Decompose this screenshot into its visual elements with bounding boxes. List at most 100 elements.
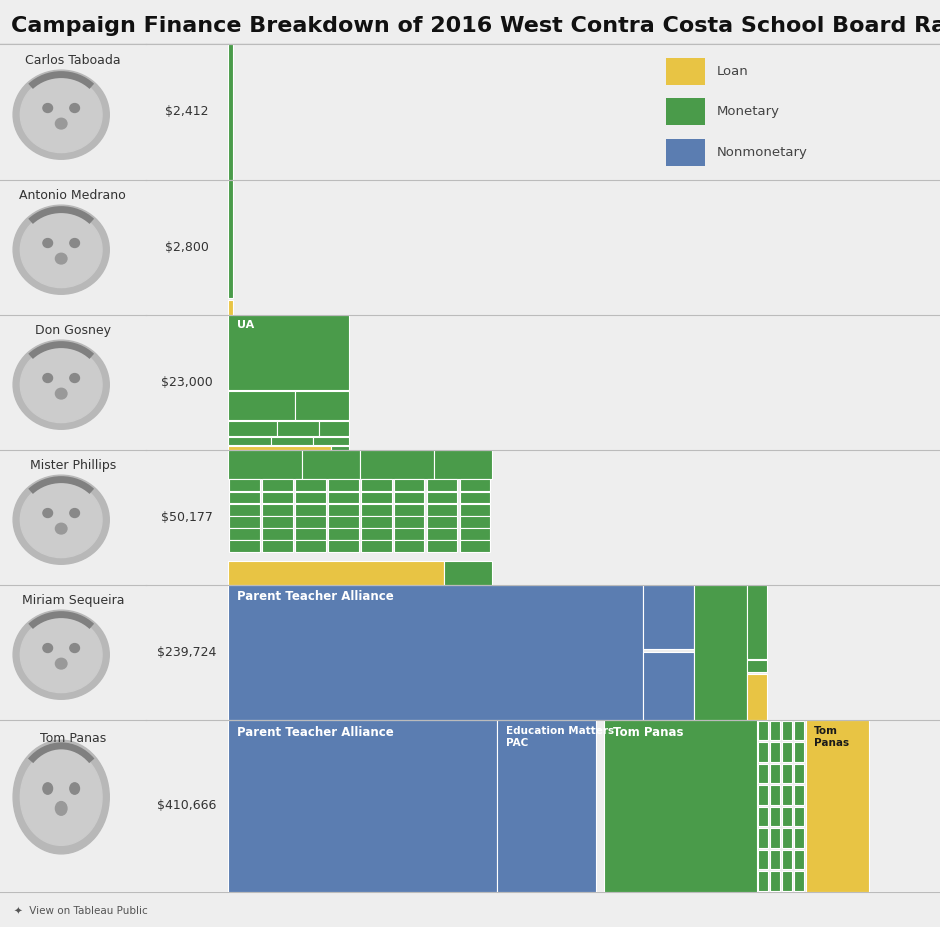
Circle shape xyxy=(21,749,102,845)
Bar xyxy=(229,528,259,540)
Bar xyxy=(328,491,359,503)
Text: Tom
Panas: Tom Panas xyxy=(814,727,849,748)
Bar xyxy=(361,503,392,515)
Bar xyxy=(433,450,492,479)
Bar xyxy=(228,561,445,585)
Bar xyxy=(643,585,694,649)
Bar xyxy=(782,806,792,826)
Bar xyxy=(361,540,392,552)
Bar xyxy=(794,785,804,805)
Bar xyxy=(328,528,359,540)
Bar xyxy=(758,720,768,740)
Bar xyxy=(262,540,293,552)
Text: Education Matters
PAC: Education Matters PAC xyxy=(506,727,614,748)
Bar xyxy=(394,491,425,503)
Bar xyxy=(604,719,757,892)
Bar xyxy=(361,479,392,491)
Bar xyxy=(460,491,491,503)
Bar xyxy=(262,528,293,540)
Bar xyxy=(747,674,767,719)
Bar xyxy=(276,421,320,436)
Bar xyxy=(361,516,392,527)
Text: $2,412: $2,412 xyxy=(165,106,209,119)
Bar xyxy=(758,743,768,762)
Bar xyxy=(320,421,350,436)
Bar xyxy=(295,528,326,540)
Text: $410,666: $410,666 xyxy=(157,799,217,812)
Bar xyxy=(427,540,458,552)
Bar xyxy=(295,540,326,552)
Text: Loan: Loan xyxy=(717,65,749,78)
Bar xyxy=(806,719,869,892)
Bar xyxy=(328,516,359,527)
Circle shape xyxy=(55,802,67,815)
Bar xyxy=(460,479,491,491)
Circle shape xyxy=(70,238,80,248)
Bar xyxy=(445,561,492,585)
Bar xyxy=(427,516,458,527)
Bar xyxy=(228,585,643,719)
Circle shape xyxy=(21,77,102,153)
Circle shape xyxy=(21,482,102,557)
Bar xyxy=(394,503,425,515)
Bar xyxy=(770,743,780,762)
Bar xyxy=(643,652,694,719)
Circle shape xyxy=(55,388,67,399)
Circle shape xyxy=(43,782,53,794)
Bar xyxy=(782,743,792,762)
Bar xyxy=(770,850,780,870)
Circle shape xyxy=(21,212,102,287)
Bar xyxy=(295,391,350,420)
Circle shape xyxy=(70,374,80,383)
Text: Miriam Sequeira: Miriam Sequeira xyxy=(22,594,124,607)
Bar xyxy=(228,314,350,390)
Bar xyxy=(271,438,313,446)
Text: UA: UA xyxy=(237,320,254,330)
Bar xyxy=(361,491,392,503)
Circle shape xyxy=(13,205,109,294)
Text: Don Gosney: Don Gosney xyxy=(35,324,111,337)
Text: $50,177: $50,177 xyxy=(161,511,213,524)
Bar xyxy=(694,585,747,719)
Bar xyxy=(229,503,259,515)
Circle shape xyxy=(43,643,53,653)
Text: Parent Teacher Alliance: Parent Teacher Alliance xyxy=(237,590,394,603)
Bar xyxy=(460,516,491,527)
Bar xyxy=(295,516,326,527)
Text: Monetary: Monetary xyxy=(717,106,780,119)
Circle shape xyxy=(43,238,53,248)
Bar xyxy=(228,44,233,180)
Circle shape xyxy=(55,119,67,129)
Bar xyxy=(328,503,359,515)
Bar xyxy=(228,719,497,892)
Bar xyxy=(770,720,780,740)
Bar xyxy=(794,806,804,826)
Bar xyxy=(394,479,425,491)
Circle shape xyxy=(70,643,80,653)
Text: Tom Panas: Tom Panas xyxy=(613,727,683,740)
Circle shape xyxy=(13,340,109,429)
Bar xyxy=(758,829,768,848)
Circle shape xyxy=(21,347,102,423)
Bar xyxy=(794,720,804,740)
Circle shape xyxy=(13,740,109,854)
Bar xyxy=(394,540,425,552)
Bar xyxy=(229,491,259,503)
Bar xyxy=(229,479,259,491)
Text: Campaign Finance Breakdown of 2016 West Contra Costa School Board Race: Campaign Finance Breakdown of 2016 West … xyxy=(11,16,940,36)
Bar xyxy=(295,491,326,503)
Bar xyxy=(262,479,293,491)
Text: $23,000: $23,000 xyxy=(161,375,213,388)
Bar xyxy=(228,299,233,314)
Circle shape xyxy=(21,616,102,692)
Text: $239,724: $239,724 xyxy=(157,645,217,658)
Bar xyxy=(794,850,804,870)
Text: Nonmonetary: Nonmonetary xyxy=(717,146,808,159)
Bar xyxy=(262,491,293,503)
Bar xyxy=(666,58,705,85)
Text: Parent Teacher Alliance: Parent Teacher Alliance xyxy=(237,727,394,740)
Bar xyxy=(360,450,433,479)
Bar xyxy=(497,719,596,892)
Bar xyxy=(758,785,768,805)
Bar xyxy=(747,660,767,672)
